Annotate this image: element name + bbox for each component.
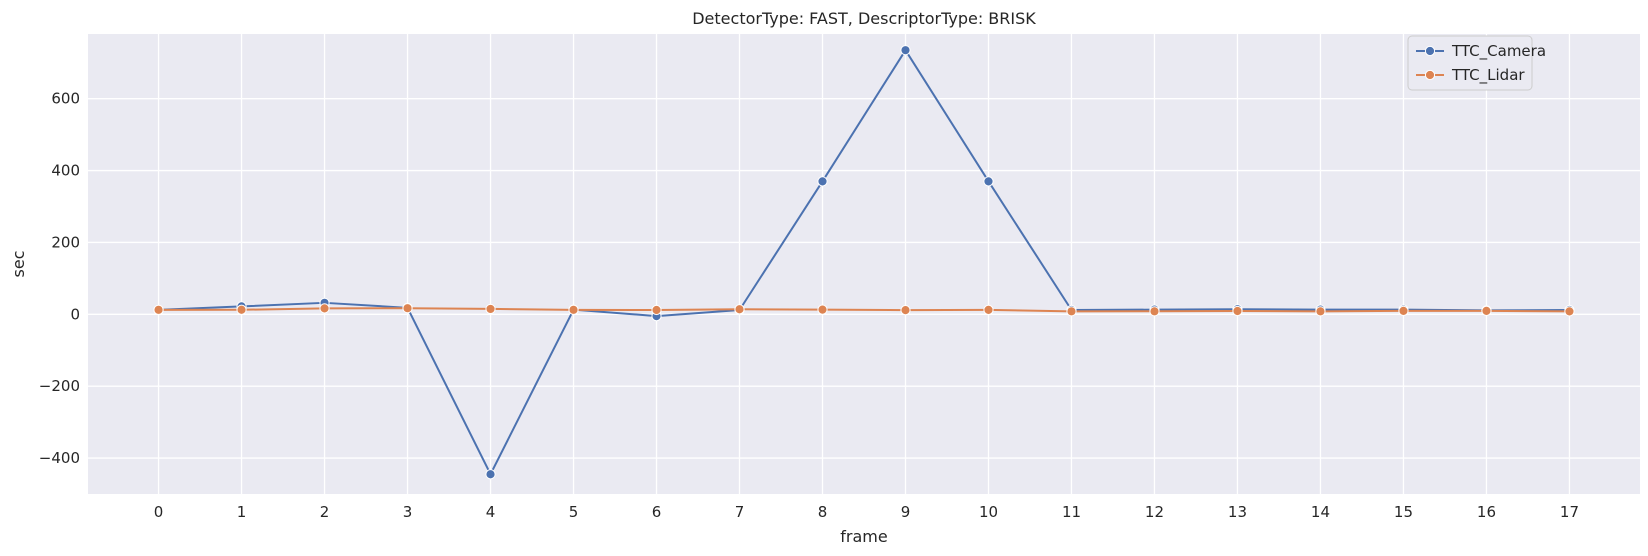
data-point-ttc-lidar <box>900 305 911 316</box>
y-tick-label: 200 <box>51 233 80 251</box>
series-layer <box>153 45 1575 480</box>
data-point-ttc-lidar <box>1149 306 1160 317</box>
data-point-ttc-camera <box>900 45 911 56</box>
tick-labels: 0 1 2 3 4 5 6 7 8 9 10 11 12 13 14 15 16 17−400−200020040… <box>39 90 1579 521</box>
x-tick-label: 17 <box>1560 503 1579 521</box>
x-tick-label: 0 <box>154 503 164 521</box>
x-tick-label: 12 <box>1145 503 1164 521</box>
x-tick-label: 5 <box>569 503 579 521</box>
legend-label: TTC_Camera <box>1451 42 1546 61</box>
plot-background <box>88 34 1640 494</box>
y-tick-label: 400 <box>51 162 80 180</box>
y-tick-label: 600 <box>51 90 80 108</box>
legend-swatch-marker <box>1424 45 1436 57</box>
data-point-ttc-lidar <box>1232 305 1243 317</box>
data-point-ttc-lidar <box>1315 306 1326 317</box>
x-tick-label: 10 <box>979 503 998 521</box>
data-point-ttc-lidar <box>817 304 828 315</box>
x-axis-label: frame <box>840 527 887 546</box>
data-point-ttc-camera <box>983 176 994 187</box>
data-point-ttc-lidar <box>319 303 330 314</box>
data-point-ttc-lidar <box>153 304 164 315</box>
series-line-ttc-camera <box>158 49 1570 476</box>
y-tick-label: 0 <box>70 305 80 323</box>
x-tick-label: 4 <box>486 503 496 521</box>
data-point-ttc-lidar <box>1066 306 1077 317</box>
data-point-ttc-lidar <box>983 304 994 315</box>
legend: TTC_Camera TTC_Lidar <box>1407 35 1546 91</box>
x-tick-label: 14 <box>1311 503 1330 521</box>
data-point-ttc-lidar <box>1398 305 1409 316</box>
x-tick-label: 2 <box>320 503 330 521</box>
x-tick-label: 13 <box>1228 503 1247 521</box>
y-axis-label: sec <box>9 251 28 278</box>
x-tick-label: 11 <box>1062 503 1081 521</box>
x-tick-label: 1 <box>237 503 247 521</box>
data-point-ttc-lidar <box>402 303 413 314</box>
legend-swatch-marker <box>1424 69 1436 81</box>
x-tick-label: 9 <box>901 503 911 521</box>
legend-box <box>1407 35 1533 91</box>
data-point-ttc-lidar <box>1481 305 1492 316</box>
data-point-ttc-lidar <box>568 304 579 315</box>
x-tick-label: 15 <box>1394 503 1413 521</box>
x-tick-label: 7 <box>735 503 745 521</box>
legend-label: TTC_Lidar <box>1451 66 1525 85</box>
data-point-ttc-lidar <box>651 304 662 316</box>
y-tick-label: −400 <box>39 449 80 467</box>
grid <box>88 34 1640 494</box>
x-tick-label: 16 <box>1477 503 1496 521</box>
chart-title: DetectorType: FAST, DescriptorType: BRIS… <box>692 9 1036 28</box>
x-tick-label: 6 <box>652 503 662 521</box>
data-point-ttc-lidar <box>1564 306 1575 317</box>
data-point-ttc-lidar <box>485 303 496 315</box>
x-tick-label: 8 <box>818 503 828 521</box>
x-tick-label: 3 <box>403 503 413 521</box>
series-line-ttc-lidar <box>158 307 1570 313</box>
y-tick-label: −200 <box>39 377 80 395</box>
data-point-ttc-lidar <box>236 304 247 315</box>
data-point-ttc-camera <box>485 469 496 480</box>
data-point-ttc-lidar <box>734 304 745 315</box>
data-point-ttc-camera <box>817 176 828 187</box>
